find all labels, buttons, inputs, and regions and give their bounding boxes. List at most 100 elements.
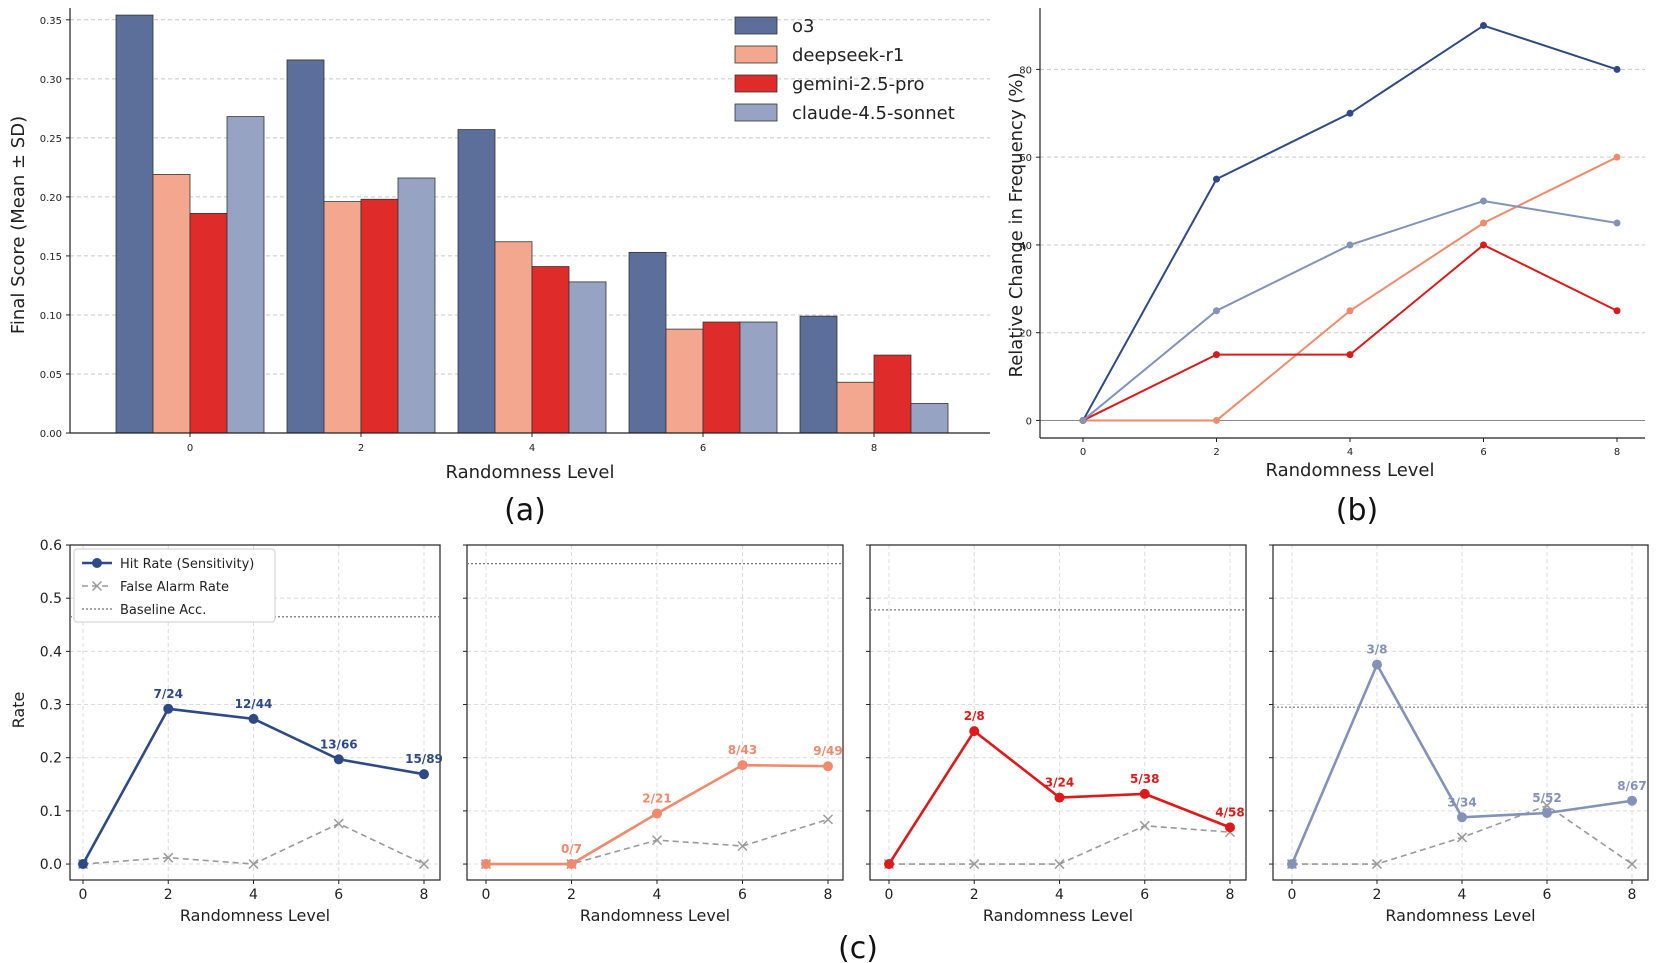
a-y-tick-label: 0.20 — [40, 193, 62, 204]
a-bar-gemini-2.5-pro — [531, 266, 570, 434]
b-x-tick-label: 8 — [1614, 447, 1620, 458]
c-x-tick-label: 2 — [164, 887, 173, 903]
panel-c-line-charts: 0.0 0.1 0.2 0.3 0.4 0.5 0.6 0 2 4 6 8 7/24 12/44 13/66… — [9, 538, 1649, 963]
c-fraction-label: 2/8 — [964, 709, 985, 723]
a-x-ticks: 0 2 4 6 8 — [187, 433, 877, 454]
c-fraction-label: 4/58 — [1215, 805, 1244, 819]
c-fraction-label: 3/24 — [1045, 776, 1074, 790]
c-legend-hit-marker — [92, 558, 102, 568]
c-hit-rate-marker — [1139, 788, 1150, 799]
c-x-tick-label: 8 — [420, 887, 429, 903]
c-frame — [1272, 544, 1649, 881]
b-y-tick-label: 0 — [1026, 416, 1032, 427]
c-x-axis-label: Randomness Level — [1385, 906, 1535, 925]
c-hit-rate-marker — [1054, 792, 1065, 803]
c-x-tick-label: 4 — [653, 887, 662, 903]
c-hit-rate-marker — [566, 859, 577, 870]
a-y-tick-label: 0.25 — [40, 134, 62, 145]
b-data-point — [1213, 351, 1220, 359]
c-false-alarm-marker — [651, 835, 663, 846]
c-y-tick-label: 0.1 — [40, 804, 62, 820]
a-legend-swatch — [734, 74, 778, 93]
c-hit-rate-marker — [823, 761, 833, 772]
c-hit-rate-marker — [78, 859, 88, 870]
c-legend: Hit Rate (Sensitivity) False Alarm Rate Ba… — [73, 548, 276, 623]
c-fraction-label: 13/66 — [320, 737, 358, 751]
c-subplot-2: 0 2 4 6 8 0/7 2/21 8/43 9/49 Randomness Level — [463, 544, 844, 925]
b-data-point — [1480, 22, 1487, 30]
c-x-axis-label: Randomness Level — [580, 906, 730, 925]
c-false-alarm-marker — [1054, 859, 1065, 870]
b-series-line — [1082, 24, 1618, 421]
c-y-tick-label: 0.6 — [40, 538, 62, 554]
a-bar-o3 — [628, 251, 667, 434]
a-bar-gemini-2.5-pro — [702, 321, 741, 434]
b-y-tick-label: 40 — [1019, 241, 1032, 252]
c-x-tick-label: 6 — [738, 887, 747, 903]
c-x-tick-label: 0 — [885, 887, 894, 903]
panel-label-c: (c) — [838, 931, 878, 963]
b-y-ticks: 0 20 40 60 80 — [1019, 65, 1040, 427]
c-false-alarm-marker — [1456, 832, 1468, 843]
c-fraction-label: 8/67 — [1617, 779, 1646, 793]
c-frame — [869, 544, 1247, 881]
b-series-lines — [1079, 22, 1621, 424]
b-data-point — [1613, 307, 1621, 315]
b-data-point — [1346, 351, 1354, 359]
c-x-tick-label: 4 — [249, 887, 258, 903]
c-x-tick-label: 0 — [79, 887, 88, 903]
a-y-tick-label: 0.05 — [40, 370, 62, 381]
a-bar-claude-4.5-sonnet — [739, 321, 778, 434]
c-fraction-label: 3/8 — [1366, 643, 1387, 657]
a-bar-deepseek-r1 — [494, 241, 533, 434]
b-y-axis-label: Relative Change in Frequency (%) — [1006, 73, 1027, 378]
c-hit-rate-marker — [1457, 812, 1467, 823]
b-data-point — [1613, 153, 1621, 161]
a-x-tick-label: 0 — [187, 443, 193, 454]
c-hit-rate-marker — [884, 859, 894, 870]
c-x-tick-label: 2 — [567, 887, 576, 903]
a-y-tick-label: 0.35 — [40, 16, 62, 27]
c-false-alarm-marker — [737, 840, 748, 851]
c-false-alarm-marker — [1139, 820, 1150, 831]
c-hit-rate-marker — [1287, 859, 1297, 870]
c-hit-rate-marker — [969, 726, 980, 737]
c-fraction-label: 7/24 — [154, 687, 183, 701]
c-fraction-label: 15/89 — [405, 752, 443, 766]
c-legend-fa-marker — [91, 580, 103, 592]
a-bar-claude-4.5-sonnet — [397, 177, 436, 434]
a-legend-swatch — [734, 16, 778, 35]
c-x-tick-label: 6 — [1543, 887, 1552, 903]
panel-label-b: (b) — [1336, 493, 1378, 528]
a-x-axis-label: Randomness Level — [446, 462, 615, 483]
a-y-tick-label: 0.15 — [40, 252, 62, 263]
c-fraction-label: 8/43 — [728, 743, 757, 757]
c-fraction-label: 2/21 — [642, 792, 671, 806]
c-x-axis-label: Randomness Level — [983, 906, 1133, 925]
c-y-tick-label: 0.5 — [40, 591, 62, 607]
a-legend-swatch — [734, 103, 778, 122]
c-x-tick-label: 6 — [334, 887, 343, 903]
c-false-alarm-marker — [163, 852, 174, 863]
a-bar-gemini-2.5-pro — [873, 354, 912, 434]
a-legend-swatch — [734, 45, 778, 64]
c-false-alarm-marker — [1371, 859, 1383, 870]
a-bar-claude-4.5-sonnet — [226, 116, 265, 434]
c-x-tick-label: 2 — [1373, 887, 1382, 903]
c-false-alarm-marker — [1626, 859, 1638, 870]
c-fraction-label: 12/44 — [235, 697, 273, 711]
c-legend-label: False Alarm Rate — [120, 580, 229, 595]
c-hit-rate-marker — [1542, 808, 1552, 818]
c-fraction-label: 5/38 — [1130, 772, 1159, 786]
c-fraction-label: 0/7 — [561, 842, 582, 856]
a-y-tick-label: 0.30 — [40, 75, 62, 86]
a-bar-o3 — [286, 59, 325, 434]
c-hit-rate-marker — [1372, 659, 1382, 670]
b-y-tick-label: 20 — [1019, 329, 1032, 340]
c-hit-rate-marker — [481, 859, 491, 870]
c-y-tick-label: 0.2 — [40, 751, 62, 767]
b-data-point — [1613, 219, 1621, 227]
a-bars — [115, 14, 949, 434]
a-bar-gemini-2.5-pro — [360, 198, 399, 434]
